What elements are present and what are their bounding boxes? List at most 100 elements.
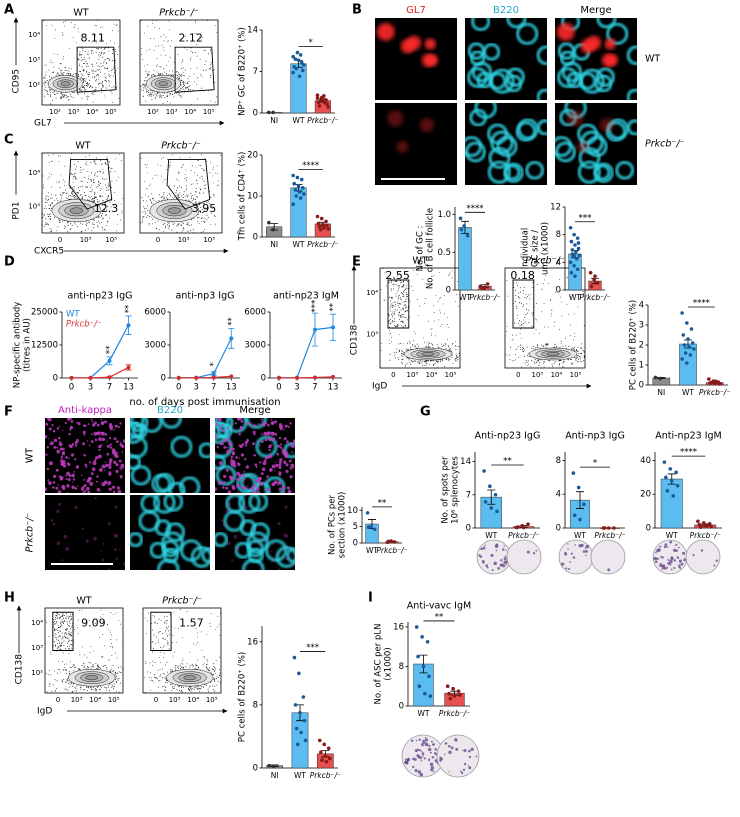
kappa-signal bbox=[81, 474, 83, 477]
kappa-signal bbox=[71, 485, 75, 489]
b220-signal bbox=[246, 539, 265, 558]
b220-signal bbox=[165, 522, 186, 543]
data-point bbox=[582, 502, 586, 507]
kappa-signal bbox=[263, 431, 268, 436]
data-point bbox=[326, 227, 330, 231]
y-tick-label: 7 bbox=[253, 67, 258, 77]
kappa-signal bbox=[264, 438, 268, 442]
b220-signal bbox=[225, 495, 246, 514]
y-axis-label: No. of PCs per bbox=[328, 494, 338, 555]
kappa-signal bbox=[225, 486, 229, 490]
elispot-spot bbox=[584, 547, 587, 549]
kappa-signal bbox=[65, 547, 70, 551]
elispot-spot bbox=[415, 739, 418, 742]
kappa-signal bbox=[241, 485, 245, 489]
elispot-spot bbox=[444, 753, 446, 756]
kappa-signal bbox=[75, 465, 80, 469]
kappa-signal bbox=[121, 451, 124, 453]
elispot-spot bbox=[582, 550, 586, 553]
image-column-label: GL7 bbox=[406, 5, 426, 16]
elispot-spot bbox=[422, 755, 424, 757]
elispot-spot bbox=[659, 563, 663, 568]
elispot-spot bbox=[663, 567, 667, 570]
y-tick-label: 0 bbox=[639, 381, 644, 391]
data-point bbox=[704, 524, 709, 528]
elispot-spot bbox=[504, 555, 507, 557]
data-point bbox=[671, 494, 676, 498]
elispot-spot bbox=[670, 568, 673, 571]
kappa-signal bbox=[260, 418, 263, 421]
kappa-signal bbox=[53, 438, 58, 443]
kappa-signal bbox=[286, 424, 288, 427]
micrograph bbox=[375, 103, 457, 185]
elispot-spot bbox=[658, 558, 660, 560]
y-tick-label: 0 bbox=[399, 702, 404, 712]
kappa-signal bbox=[92, 461, 97, 466]
y-tick-label: 8 bbox=[399, 662, 404, 672]
kappa-signal bbox=[71, 473, 75, 478]
elispot-spot bbox=[567, 548, 569, 550]
kappa-signal bbox=[283, 548, 287, 552]
elispot-spot bbox=[713, 564, 716, 567]
kappa-signal bbox=[284, 533, 289, 538]
elispot-spot bbox=[680, 562, 684, 566]
kappa-signal bbox=[100, 418, 103, 421]
data-point bbox=[688, 353, 693, 357]
elispot-spot bbox=[434, 748, 438, 751]
b220-signal bbox=[470, 18, 491, 32]
x-tick-label: 3 bbox=[88, 383, 93, 393]
kappa-signal bbox=[240, 426, 243, 430]
kappa-signal bbox=[235, 456, 238, 459]
flow-plot-area bbox=[45, 609, 123, 693]
x-tick-label: 0 bbox=[58, 236, 62, 244]
series-marker bbox=[126, 365, 131, 370]
kappa-signal bbox=[82, 491, 86, 493]
x-tick-label: Prkcb⁻/⁻ bbox=[376, 546, 407, 555]
data-point bbox=[653, 375, 658, 380]
y-tick-label: 20 bbox=[640, 490, 651, 500]
y-axis-label: GC size / bbox=[531, 230, 541, 267]
y-tick-label: 0 bbox=[53, 374, 58, 384]
elispot-spot bbox=[678, 559, 683, 563]
series-marker bbox=[176, 375, 181, 380]
data-point bbox=[568, 225, 573, 230]
panel-label: I bbox=[368, 591, 373, 606]
flow-gate bbox=[52, 611, 74, 651]
data-point bbox=[365, 511, 370, 515]
kappa-signal bbox=[215, 487, 217, 492]
kappa-signal bbox=[51, 519, 54, 522]
kappa-signal bbox=[277, 484, 279, 486]
x-tick-label: WT bbox=[682, 388, 694, 397]
kappa-signal bbox=[45, 487, 47, 492]
micrograph bbox=[45, 495, 125, 570]
kappa-signal bbox=[47, 479, 50, 482]
kappa-signal bbox=[113, 437, 117, 441]
flow-contour bbox=[69, 207, 84, 214]
kappa-signal bbox=[258, 477, 262, 482]
kappa-signal bbox=[229, 459, 232, 462]
flow-title: WT bbox=[73, 8, 88, 19]
kappa-signal bbox=[274, 420, 278, 424]
elispot-spot bbox=[673, 559, 677, 562]
kappa-signal bbox=[260, 440, 264, 443]
elispot-spot bbox=[569, 561, 571, 563]
kappa-signal bbox=[289, 475, 293, 479]
data-point bbox=[576, 246, 581, 251]
data-point bbox=[681, 333, 686, 337]
elispot-spot bbox=[655, 551, 657, 554]
kappa-signal bbox=[107, 481, 112, 485]
elispot-spot bbox=[404, 758, 407, 761]
kappa-signal bbox=[93, 536, 97, 541]
y-axis-label: PC cells of B220⁺ (%) bbox=[629, 300, 639, 390]
y-tick-label: 8 bbox=[253, 700, 258, 710]
significance-label: ** bbox=[378, 498, 387, 508]
data-point bbox=[612, 526, 616, 530]
kappa-signal bbox=[52, 486, 55, 489]
elispot-spot bbox=[423, 757, 426, 760]
micrograph bbox=[130, 495, 210, 570]
x-tick-label: WT bbox=[485, 531, 497, 540]
image-row-label: WT bbox=[645, 54, 660, 65]
elispot-spot bbox=[424, 738, 429, 742]
y-tick-label: 0 bbox=[646, 524, 651, 534]
b220-signal bbox=[474, 103, 497, 119]
